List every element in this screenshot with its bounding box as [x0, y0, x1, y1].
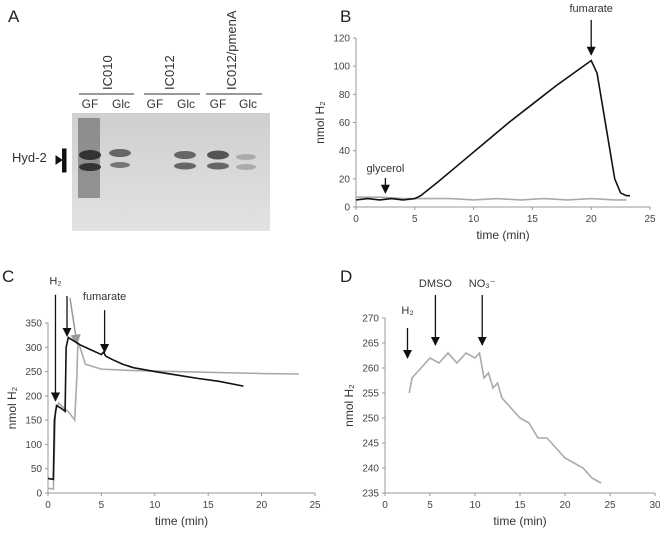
y-tick-label: 265 [362, 339, 379, 350]
x-axis-label: time (min) [155, 514, 208, 528]
y-tick-label: 50 [31, 464, 43, 475]
annotation-label: fumarate [83, 291, 126, 303]
annotation-label: H₂ [401, 305, 413, 317]
annotation-label: DMSO [419, 278, 452, 290]
band [79, 150, 101, 160]
lane-label: GF [82, 97, 99, 111]
x-tick-label: 25 [604, 500, 616, 511]
y-tick-label: 250 [25, 367, 42, 378]
x-tick-label: 20 [256, 500, 268, 511]
annotation-label: H₂ [49, 276, 61, 288]
y-tick-label: 240 [362, 464, 379, 475]
gel-panel: A IC010 IC012 IC012/pmenA GF Glc GF Glc … [8, 7, 270, 231]
panel-label: B [340, 7, 351, 26]
lane-label: GF [147, 97, 164, 111]
data-line [355, 59, 631, 201]
x-tick-label: 30 [649, 500, 660, 511]
x-tick-label: 0 [45, 500, 51, 511]
y-tick-label: 100 [25, 440, 42, 451]
annotation-label: glycerol [366, 163, 404, 175]
panel-label: C [2, 267, 14, 286]
data-line [356, 196, 627, 201]
band [236, 164, 256, 170]
y-tick-label: 0 [344, 203, 350, 214]
x-tick-label: 0 [353, 214, 359, 225]
y-tick-label: 350 [25, 319, 42, 330]
x-axis-label: time (min) [476, 228, 529, 242]
y-tick-label: 60 [339, 118, 351, 129]
y-axis-label: nmol H₂ [313, 101, 327, 144]
y-tick-label: 20 [339, 174, 351, 185]
x-tick-label: 5 [412, 214, 418, 225]
y-tick-label: 100 [333, 62, 350, 73]
band [174, 151, 196, 159]
x-tick-label: 0 [382, 500, 388, 511]
strain-label: IC012/pmenA [224, 10, 239, 90]
x-tick-label: 10 [468, 214, 480, 225]
band-label: Hyd-2 [12, 150, 47, 165]
band [207, 150, 229, 160]
annotation-label: NO₃⁻ [469, 278, 496, 290]
data-line [47, 342, 299, 491]
x-tick-label: 15 [527, 214, 539, 225]
x-tick-label: 20 [586, 214, 598, 225]
y-axis-label: nmol H₂ [342, 384, 356, 427]
bracket [55, 148, 67, 173]
y-tick-label: 250 [362, 414, 379, 425]
y-tick-label: 300 [25, 343, 42, 354]
gel [72, 113, 270, 231]
band [110, 162, 130, 168]
band [109, 149, 131, 157]
x-tick-label: 5 [99, 500, 105, 511]
x-tick-label: 25 [644, 214, 656, 225]
lane-label: Glc [112, 97, 130, 111]
panel-label: A [8, 7, 20, 26]
band [174, 162, 196, 170]
data-line [47, 336, 244, 481]
arrow [69, 297, 81, 346]
y-tick-label: 80 [339, 90, 351, 101]
data-line [408, 351, 602, 484]
y-tick-label: 40 [339, 146, 351, 157]
x-tick-label: 5 [427, 500, 433, 511]
y-tick-label: 0 [36, 489, 42, 500]
band [207, 162, 229, 170]
lane-label: Glc [239, 97, 257, 111]
panel-label: D [340, 267, 352, 286]
y-tick-label: 245 [362, 439, 379, 450]
y-tick-label: 200 [25, 391, 42, 402]
annotation-label: fumarate [569, 3, 612, 15]
x-tick-label: 15 [203, 500, 215, 511]
y-tick-label: 260 [362, 364, 379, 375]
y-tick-label: 120 [333, 34, 350, 45]
x-axis-label: time (min) [493, 514, 546, 528]
band [236, 154, 256, 160]
x-tick-label: 25 [309, 500, 321, 511]
x-tick-label: 15 [514, 500, 526, 511]
lane-label: Glc [177, 97, 195, 111]
lane-label: GF [210, 97, 227, 111]
y-tick-label: 270 [362, 314, 379, 325]
y-axis-label: nmol H₂ [5, 386, 19, 429]
y-tick-label: 150 [25, 416, 42, 427]
band [79, 163, 101, 171]
x-tick-label: 10 [149, 500, 161, 511]
x-tick-label: 10 [469, 500, 481, 511]
strain-label: IC010 [100, 55, 115, 90]
strain-label: IC012 [162, 55, 177, 90]
x-tick-label: 20 [559, 500, 571, 511]
y-tick-label: 235 [362, 489, 379, 500]
y-tick-label: 255 [362, 389, 379, 400]
